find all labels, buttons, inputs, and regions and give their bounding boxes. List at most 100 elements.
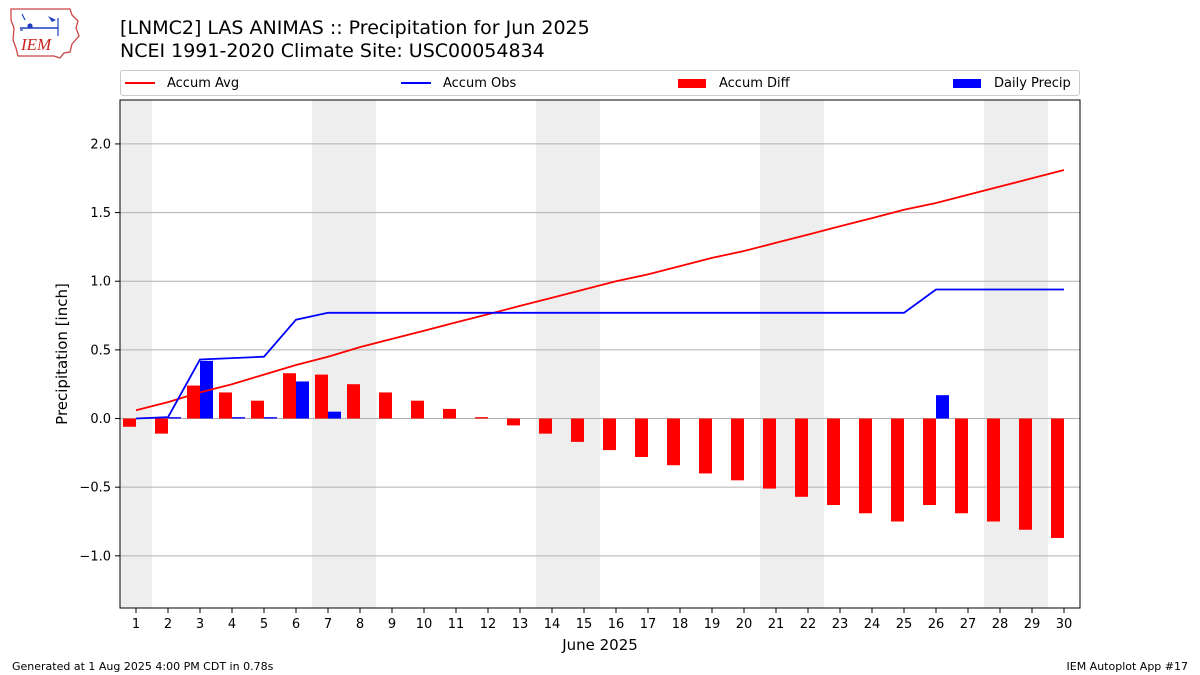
daily-precip-bar-3 [200, 360, 213, 419]
accum-diff-bar-16 [603, 418, 616, 451]
accum-diff-bar-19 [699, 418, 712, 474]
daily-precip-bar-7 [328, 411, 341, 419]
legend-swatch-accum-diff [678, 78, 706, 88]
x-tick-label: 17 [640, 617, 657, 632]
accum-diff-bar-21 [763, 418, 776, 489]
x-tick-label: 3 [196, 617, 204, 632]
y-tick-label: 2.0 [90, 137, 111, 152]
accum-diff-bar-14 [539, 418, 552, 434]
x-tick-label: 28 [992, 617, 1009, 632]
accum-diff-bar-5 [251, 400, 264, 419]
weekend-band-15 [568, 100, 600, 608]
x-tick-label: 2 [164, 617, 172, 632]
y-tick-label: 1.5 [90, 206, 111, 221]
daily-precip-bar-5 [264, 417, 277, 419]
weekend-band-21 [760, 100, 792, 608]
iem-logo: IEM [8, 6, 80, 60]
accum-diff-bar-18 [667, 418, 680, 466]
accum-diff-bar-25 [891, 418, 904, 522]
accum-diff-bar-29 [1019, 418, 1032, 530]
daily-precip-bar-6 [296, 381, 309, 419]
y-tick-label: 1.0 [90, 275, 111, 290]
x-tick-label: 24 [864, 617, 881, 632]
x-tick-label: 29 [1024, 617, 1041, 632]
legend-item-accum-diff: Accum Diff [678, 71, 790, 95]
accum-diff-bar-24 [859, 418, 872, 514]
x-tick-label: 9 [388, 617, 396, 632]
y-tick-label: −1.0 [79, 549, 111, 564]
accum-avg-line [135, 169, 1065, 412]
accum-diff-bar-11 [443, 408, 456, 419]
x-tick-label: 23 [832, 617, 849, 632]
daily-precip-bar-2 [168, 417, 181, 419]
x-tick-label: 27 [960, 617, 977, 632]
legend-item-daily-precip: Daily Precip [953, 71, 1071, 95]
x-tick-label: 10 [416, 617, 433, 632]
legend-swatch-accum-obs [401, 82, 431, 84]
accum-diff-bar-28 [987, 418, 1000, 522]
x-tick-label: 16 [608, 617, 625, 632]
daily-precip-bar-4 [232, 417, 245, 419]
weekend-band-14 [536, 100, 568, 608]
x-tick-label: 4 [228, 617, 236, 632]
x-tick-label: 5 [260, 617, 268, 632]
x-tick-label: 11 [448, 617, 465, 632]
x-tick-label: 30 [1056, 617, 1073, 632]
accum-diff-bar-8 [347, 384, 360, 419]
x-tick-label: 20 [736, 617, 753, 632]
chart-legend: Accum Avg Accum Obs Accum Diff Daily Pre… [120, 70, 1080, 96]
x-tick-label: 8 [356, 617, 364, 632]
x-tick-label: 25 [896, 617, 913, 632]
accum-diff-bar-10 [411, 400, 424, 419]
y-tick-label: −0.5 [79, 481, 111, 496]
x-tick-label: 18 [672, 617, 689, 632]
x-tick-label: 26 [928, 617, 945, 632]
x-tick-label: 19 [704, 617, 721, 632]
x-tick-label: 7 [324, 617, 332, 632]
legend-label-accum-avg: Accum Avg [167, 75, 240, 91]
accum-diff-bar-1 [123, 418, 136, 427]
weekend-band-28 [984, 100, 1016, 608]
plot-frame [119, 99, 1081, 609]
accum-diff-bar-4 [219, 392, 232, 419]
legend-item-accum-avg: Accum Avg [125, 71, 239, 95]
generated-note: Generated at 1 Aug 2025 4:00 PM CDT in 0… [12, 660, 274, 673]
accum-diff-bar-30 [1051, 418, 1064, 538]
weekend-band-1 [120, 100, 152, 608]
x-tick-label: 13 [512, 617, 529, 632]
accum-diff-bar-12 [475, 417, 488, 419]
daily-precip-bar-26 [936, 395, 949, 419]
accum-diff-bar-2 [155, 418, 168, 434]
app-credit: IEM Autoplot App #17 [1066, 660, 1189, 673]
logo-text: IEM [20, 35, 52, 54]
y-axis-label: Precipitation [inch] [53, 283, 71, 425]
accum-diff-bar-6 [283, 373, 296, 419]
accum-diff-bar-27 [955, 418, 968, 514]
x-tick-label: 21 [768, 617, 785, 632]
accum-diff-bar-20 [731, 418, 744, 481]
weekend-band-22 [792, 100, 824, 608]
legend-label-accum-diff: Accum Diff [719, 75, 790, 91]
x-tick-label: 1 [132, 617, 140, 632]
accum-diff-bar-7 [315, 374, 328, 419]
x-tick-label: 6 [292, 617, 300, 632]
chart-subtitle: NCEI 1991-2020 Climate Site: USC00054834 [120, 40, 545, 62]
accum-diff-bar-26 [923, 418, 936, 506]
legend-label-daily-precip: Daily Precip [994, 75, 1071, 91]
accum-diff-bar-3 [187, 385, 200, 419]
x-tick-label: 15 [576, 617, 593, 632]
legend-label-accum-obs: Accum Obs [443, 75, 517, 91]
y-tick-label: 0.5 [90, 343, 111, 358]
accum-obs-line [135, 288, 1064, 420]
chart-title: [LNMC2] LAS ANIMAS :: Precipitation for … [120, 17, 590, 39]
legend-item-accum-obs: Accum Obs [401, 71, 516, 95]
weekend-band-8 [344, 100, 376, 608]
legend-swatch-accum-avg [125, 82, 155, 84]
accum-diff-bar-15 [571, 418, 584, 442]
x-tick-label: 12 [480, 617, 497, 632]
accum-diff-bar-17 [635, 418, 648, 457]
accum-diff-bar-13 [507, 418, 520, 426]
accum-diff-bar-22 [795, 418, 808, 497]
x-axis-label: June 2025 [561, 636, 638, 654]
